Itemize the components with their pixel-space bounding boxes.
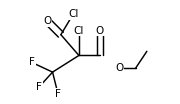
Text: F: F: [29, 57, 35, 67]
Text: Cl: Cl: [68, 9, 78, 19]
Text: O: O: [96, 25, 104, 35]
Text: F: F: [55, 89, 61, 99]
Text: O: O: [43, 16, 51, 26]
Text: F: F: [36, 82, 42, 92]
Text: O: O: [115, 63, 123, 73]
Text: Cl: Cl: [74, 25, 84, 35]
